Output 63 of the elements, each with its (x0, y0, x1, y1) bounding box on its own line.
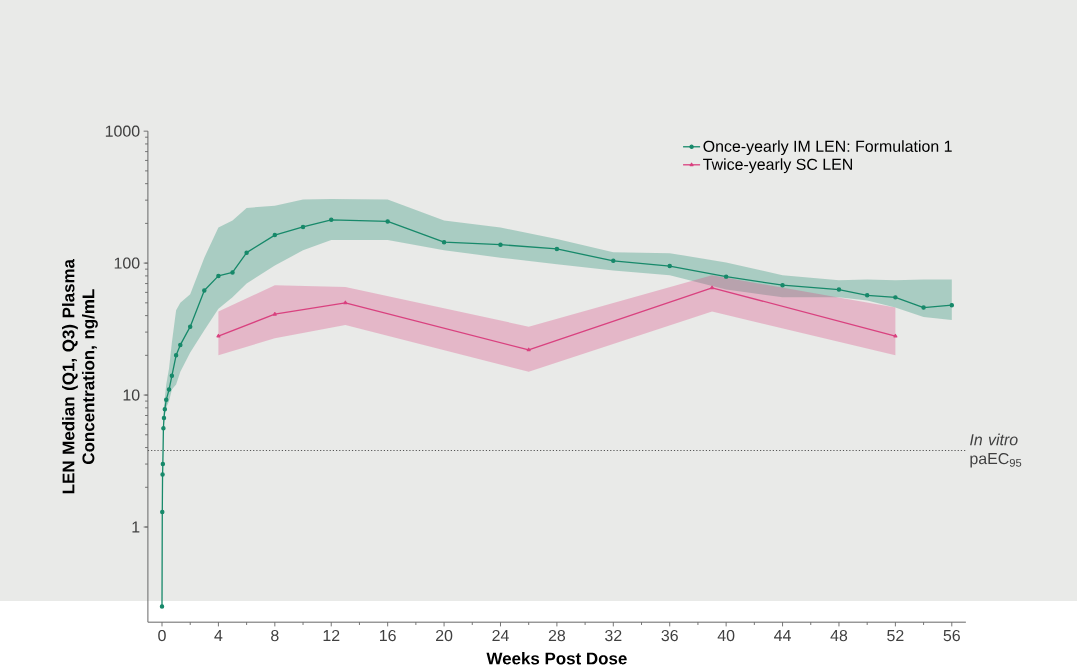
ref-line-label: In vitro paEC$_{95}$ (970, 433, 1022, 468)
point (272, 312, 277, 316)
point (385, 219, 390, 224)
point (723, 274, 729, 279)
point (178, 342, 183, 348)
x-axis-title: Weeks Post Dose (486, 652, 627, 665)
point (949, 303, 955, 308)
y-tick-label: 1 (132, 521, 140, 533)
point (160, 461, 166, 467)
point (893, 333, 898, 338)
point (173, 353, 179, 358)
x-tick-label: 4 (214, 630, 223, 641)
point (710, 285, 715, 290)
legend-label: Twice-yearly SC LEN (703, 158, 852, 174)
x-tick-label: 16 (380, 630, 396, 642)
y-tick-label: 1000 (105, 125, 140, 137)
point (163, 397, 169, 403)
y-tick-label: 100 (114, 257, 140, 269)
point (498, 242, 503, 247)
x-tick-label: 12 (323, 630, 340, 642)
y-axis-title: LEN Median (Q1, Q3) Plasma Concentration, ng/mL (62, 259, 98, 494)
point (864, 293, 870, 298)
x-tick-label: 36 (661, 630, 678, 642)
point (162, 407, 168, 412)
x-tick-label: 24 (492, 630, 509, 642)
point (244, 250, 249, 255)
point (216, 333, 221, 338)
x-tick-label: 44 (774, 630, 791, 641)
point (159, 604, 165, 609)
point (526, 347, 531, 352)
point (921, 305, 926, 310)
point (611, 258, 616, 264)
x-tick-label: 56 (943, 630, 960, 642)
point (780, 283, 785, 288)
x-tick-label: 48 (830, 630, 848, 642)
x-tick-label: 40 (717, 630, 735, 642)
point (836, 287, 842, 292)
point (161, 415, 167, 421)
point (554, 246, 560, 252)
x-tick-label: 0 (158, 630, 166, 642)
point (160, 472, 165, 477)
point (893, 295, 898, 300)
point (202, 288, 207, 293)
x-tick-label: 8 (271, 630, 279, 642)
x-tick-label: 28 (548, 630, 566, 642)
point (667, 263, 672, 269)
point (230, 270, 235, 275)
point (187, 324, 193, 329)
point (169, 373, 175, 379)
point (272, 232, 278, 238)
point (161, 426, 166, 431)
x-tick-label: 20 (436, 630, 453, 642)
point (166, 387, 172, 392)
point (441, 240, 447, 245)
x-tick-label: 52 (887, 630, 904, 642)
point (343, 300, 348, 305)
y-tick-label: 10 (123, 389, 140, 401)
point (216, 273, 221, 279)
point (300, 224, 306, 230)
point (160, 509, 165, 515)
x-tick-label: 32 (605, 630, 622, 642)
legend-label: Once-yearly IM LEN: Formulation 1 (703, 140, 952, 156)
point (329, 217, 334, 223)
